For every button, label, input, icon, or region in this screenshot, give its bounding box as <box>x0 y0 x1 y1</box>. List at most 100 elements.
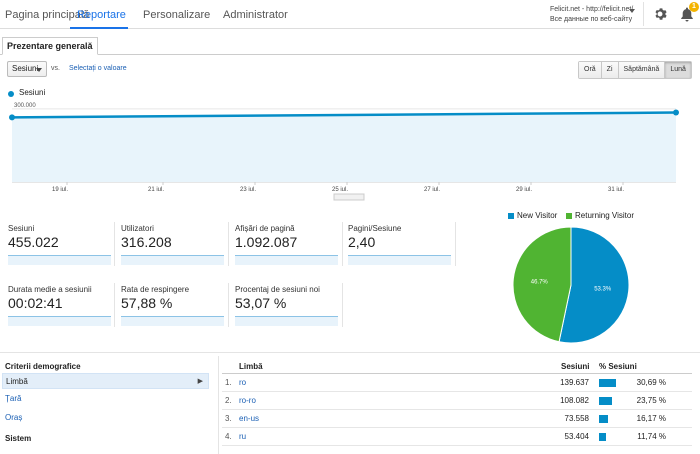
x-tick-label: 19 iul. <box>52 187 68 193</box>
scorecard-value: 2,40 <box>348 234 376 250</box>
series-point <box>673 109 679 116</box>
dimension-label: Limbă <box>6 377 28 386</box>
scorecard-label: Afișări de pagină <box>235 224 295 233</box>
divider <box>222 373 692 374</box>
vs-label: vs. <box>51 65 60 72</box>
pie-legend-label: New Visitor <box>517 211 558 220</box>
row-share-bar <box>599 433 606 441</box>
table-row: 2. ro-ro 108.082 23,75 % <box>222 392 692 410</box>
tab-overview[interactable]: Prezentare generală <box>2 37 98 55</box>
sparkline <box>121 255 224 265</box>
row-index: 4. <box>225 432 232 441</box>
scorecard-value: 1.092.087 <box>235 234 298 250</box>
row-percent: 11,74 % <box>637 432 666 441</box>
nav-home[interactable]: Pagina principală <box>5 9 90 21</box>
nav-customization[interactable]: Personalizare <box>143 9 211 21</box>
divider <box>643 2 644 26</box>
row-sessions: 139.637 <box>560 378 589 387</box>
dimension-country[interactable]: Țară <box>5 394 22 403</box>
system-heading: Sistem <box>5 434 32 443</box>
pie-legend-new-visitor: New Visitor <box>508 211 557 220</box>
scorecard-label: Rata de respingere <box>121 285 190 294</box>
pie-legend-returning-visitor: Returning Visitor <box>566 211 634 220</box>
scorecard-users[interactable]: Utilizatori 316.208 <box>121 224 232 279</box>
bell-icon[interactable] <box>680 6 694 22</box>
dimension-language[interactable]: Limbă ▶ <box>2 373 209 389</box>
row-index: 1. <box>225 378 232 387</box>
row-index: 2. <box>225 396 232 405</box>
chevron-down-icon <box>36 68 42 72</box>
x-tick-label: 27 iul. <box>424 187 440 193</box>
pie-data-label: 46.7% <box>531 280 549 286</box>
column-header-sessions: Sesiuni <box>561 362 590 371</box>
x-tick-label: 31 iul. <box>608 187 624 193</box>
scorecard-sessions[interactable]: Sesiuni 455.022 <box>8 224 119 279</box>
pie-slice <box>558 226 630 344</box>
row-language-link[interactable]: ro-ro <box>239 396 256 405</box>
pie-legend-label: Returning Visitor <box>575 211 634 220</box>
column-header-language: Limbă <box>239 362 263 371</box>
row-percent: 23,75 % <box>636 396 666 405</box>
legend-swatch <box>8 91 14 97</box>
scorecard-bounce-rate[interactable]: Rata de respingere 57,88 % <box>121 285 232 340</box>
series-point <box>9 114 15 121</box>
divider <box>114 283 115 327</box>
sparkline <box>235 316 338 326</box>
period-hour-button[interactable]: Oră <box>579 62 602 78</box>
divider <box>342 283 343 327</box>
x-tick-label: 25 iul. <box>332 187 348 193</box>
dimension-city[interactable]: Oraș <box>5 413 23 422</box>
row-index: 3. <box>225 414 232 423</box>
x-tick-label: 29 iul. <box>516 187 532 193</box>
sparkline <box>8 255 111 265</box>
series-line <box>11 111 677 119</box>
metric-dropdown-value: Sesiuni <box>12 64 39 73</box>
legend-swatch <box>566 212 572 219</box>
scorecard-value: 316.208 <box>121 234 172 250</box>
row-language-link[interactable]: ru <box>239 432 247 441</box>
scorecard-pages-per-session[interactable]: Pagini/Sesiune 2,40 <box>348 224 459 279</box>
chart-collapse-handle[interactable] <box>333 193 365 201</box>
compare-metric-link[interactable]: Selectați o valoare <box>69 65 127 72</box>
divider <box>228 222 229 266</box>
table-row: 1. ro 139.637 30,69 % <box>222 374 692 392</box>
divider <box>0 352 700 353</box>
period-day-button[interactable]: Zi <box>601 62 619 78</box>
top-navigation: Pagina principală Reportare Personalizar… <box>0 0 700 29</box>
period-toggle: Oră Zi Săptămână Lună <box>578 61 692 79</box>
gear-icon[interactable] <box>653 7 667 21</box>
row-percent: 30,69 % <box>636 378 666 387</box>
chevron-right-icon: ▶ <box>197 378 203 385</box>
nav-admin[interactable]: Administrator <box>223 9 288 21</box>
active-nav-indicator <box>70 27 128 29</box>
column-header-percent: % Sesiuni <box>599 362 637 371</box>
divider <box>114 222 115 266</box>
row-language-link[interactable]: en-us <box>239 414 260 423</box>
sparkline <box>121 316 224 326</box>
legend-swatch <box>508 212 514 219</box>
y-tick-label: 300.000 <box>14 103 36 109</box>
metric-dropdown[interactable]: Sesiuni <box>7 61 47 77</box>
row-share-bar <box>599 379 616 387</box>
table-row: 3. en-us 73.558 16,17 % <box>222 410 692 428</box>
sparkline <box>348 255 451 265</box>
row-share-bar <box>599 415 608 423</box>
demographics-heading: Criterii demografice <box>5 362 81 371</box>
scorecard-avg-session-duration[interactable]: Durata medie a sesiunii 00:02:41 <box>8 285 119 340</box>
row-percent: 16,17 % <box>636 414 666 423</box>
x-tick-label: 21 iul. <box>148 187 164 193</box>
scorecard-label: Utilizatori <box>121 224 154 233</box>
account-selector[interactable]: Felicit.net - http://felicit.net/ Все да… <box>550 5 640 25</box>
sparkline <box>235 255 338 265</box>
period-week-button[interactable]: Săptămână <box>618 62 666 78</box>
x-tick-label: 23 iul. <box>240 187 256 193</box>
chart-legend-label: Sesiuni <box>19 88 46 97</box>
period-month-button[interactable]: Lună <box>665 62 691 78</box>
scorecard-value: 455.022 <box>8 234 59 250</box>
chevron-down-icon[interactable] <box>629 9 635 13</box>
row-language-link[interactable]: ro <box>239 378 247 387</box>
scorecard-new-sessions[interactable]: Procentaj de sesiuni noi 53,07 % <box>235 285 346 340</box>
nav-reporting[interactable]: Reportare <box>77 9 126 21</box>
scorecard-pageviews[interactable]: Afișări de pagină 1.092.087 <box>235 224 346 279</box>
